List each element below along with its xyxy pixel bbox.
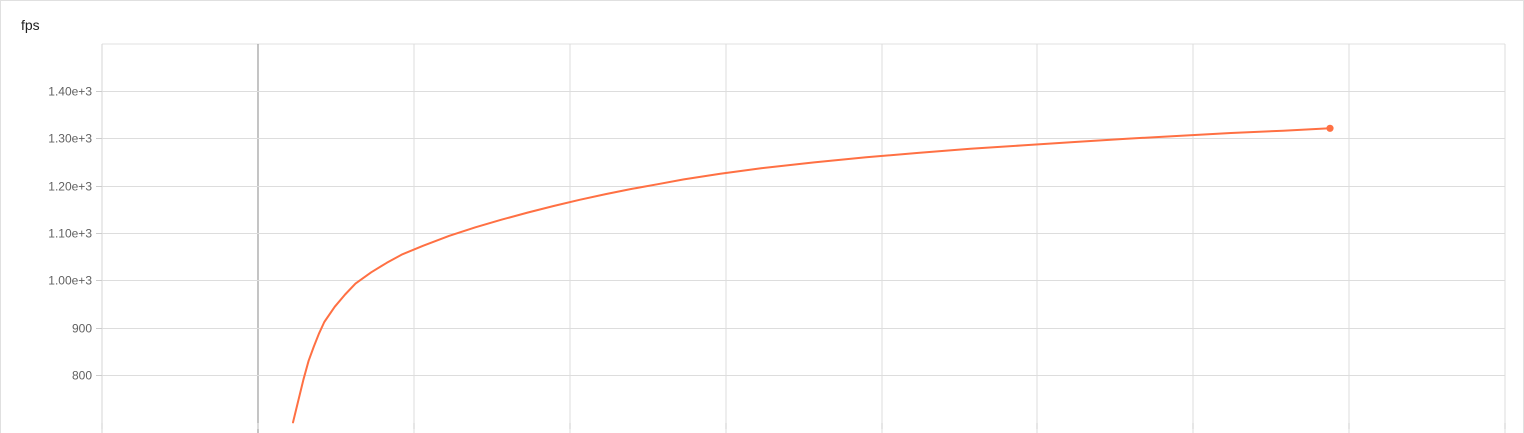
y-tick-label: 1.40e+3 [48,85,92,99]
y-tick-label: 900 [72,322,92,336]
series-end-point [1326,124,1334,132]
y-tick-label: 800 [72,369,92,383]
y-tick-label: 1.20e+3 [48,180,92,194]
y-tick-label: 1.00e+3 [48,274,92,288]
chart-title: fps [21,17,40,33]
series-line [292,127,1331,424]
y-tick-label: 1.10e+3 [48,227,92,241]
y-tick-label: 1.30e+3 [48,132,92,146]
